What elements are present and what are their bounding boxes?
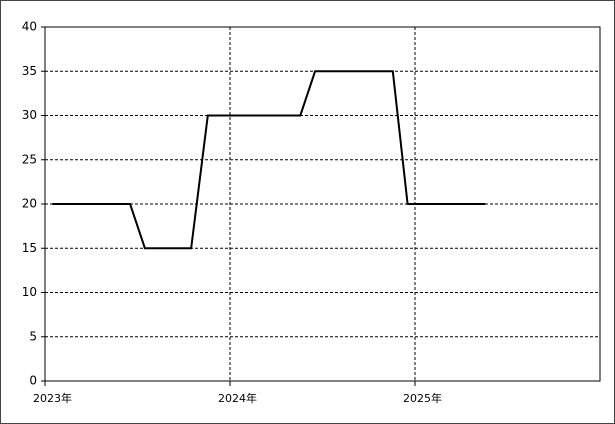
- data-line: [52, 70, 486, 250]
- y-tick-label: 5: [29, 329, 37, 343]
- y-tick-label: 0: [29, 374, 37, 388]
- x-tick-label: 2023年: [33, 391, 72, 405]
- y-tick-label: 15: [22, 241, 37, 255]
- x-tick-label: 2025年: [403, 391, 442, 405]
- y-tick-label: 40: [22, 20, 37, 34]
- x-tick-label: 2024年: [218, 391, 257, 405]
- y-tick-label: 25: [22, 152, 37, 166]
- plot-border: [44, 26, 601, 382]
- y-tick-label: 35: [22, 64, 37, 78]
- y-tick-label: 30: [22, 108, 37, 122]
- y-tick-label: 10: [22, 285, 37, 299]
- y-tick-label: 20: [22, 197, 37, 211]
